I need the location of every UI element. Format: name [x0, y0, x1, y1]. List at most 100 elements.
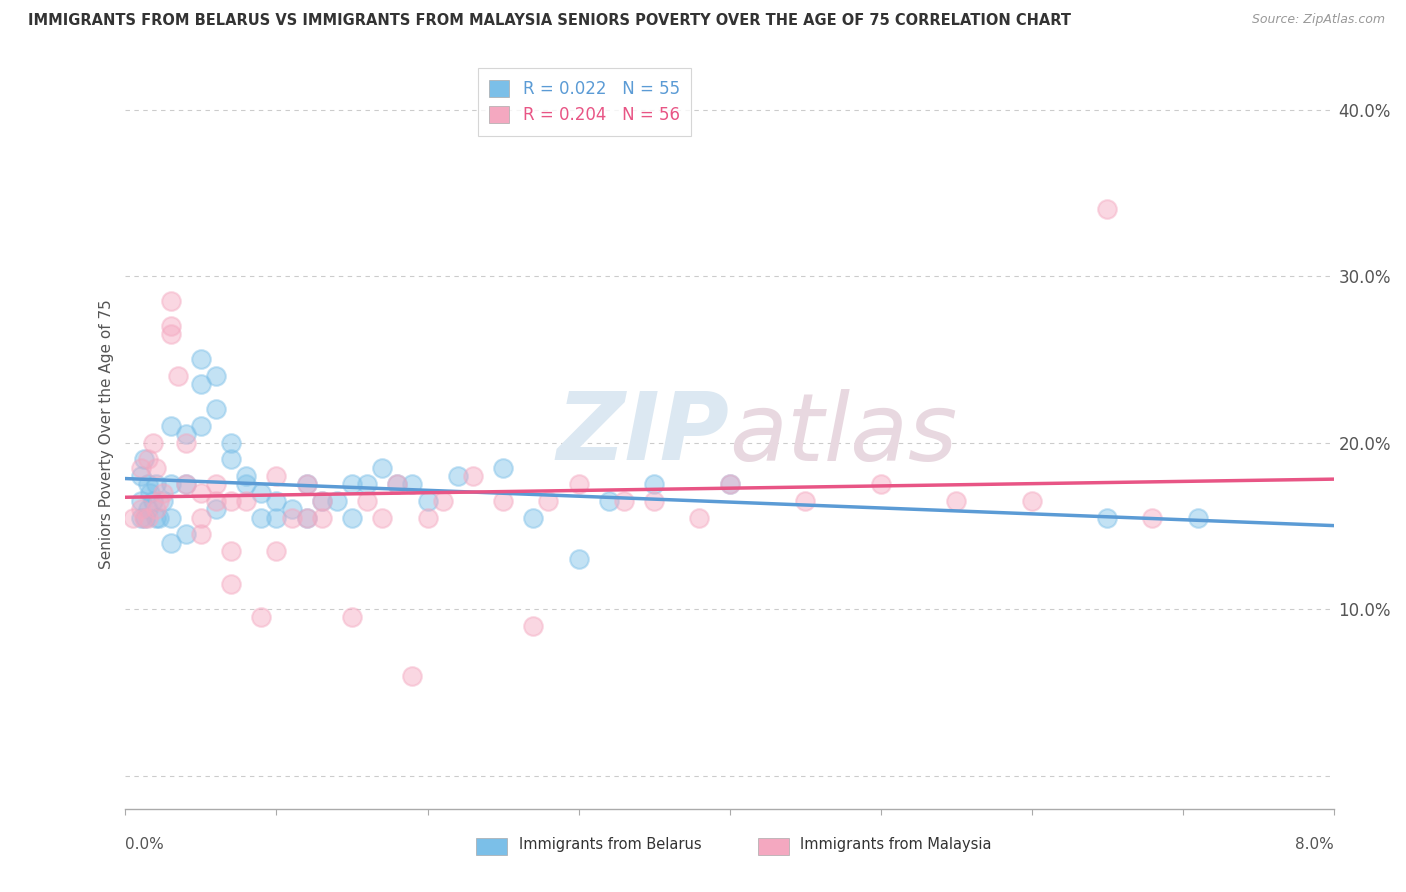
Point [132, 452, 155, 467]
Point [136, 510, 159, 524]
Point [132, 510, 155, 524]
Point [190, 510, 212, 524]
Point [174, 477, 197, 491]
Point [869, 477, 891, 491]
Point [129, 494, 152, 508]
Point [401, 669, 423, 683]
Point [159, 535, 181, 549]
Point [311, 494, 333, 508]
Point [190, 485, 212, 500]
Point [250, 510, 273, 524]
Point [190, 527, 212, 541]
Point [356, 494, 378, 508]
Point [295, 510, 318, 524]
Point [266, 469, 288, 483]
Point [371, 460, 394, 475]
Point [613, 494, 636, 508]
Point [167, 369, 190, 384]
Point [219, 544, 242, 558]
Point [205, 502, 228, 516]
Point [174, 477, 197, 491]
Point [152, 494, 174, 508]
Point [522, 619, 544, 633]
Point [136, 477, 159, 491]
Point [235, 477, 257, 491]
Point [340, 477, 363, 491]
Point [945, 494, 967, 508]
Legend: R = 0.022   N = 55, R = 0.204   N = 56: R = 0.022 N = 55, R = 0.204 N = 56 [478, 68, 692, 136]
Point [190, 377, 212, 392]
Point [794, 494, 817, 508]
Point [148, 494, 170, 508]
Point [205, 477, 228, 491]
Point [145, 477, 167, 491]
Point [447, 469, 470, 483]
Point [148, 510, 170, 524]
Text: ZIP: ZIP [557, 388, 730, 480]
Point [250, 485, 273, 500]
Text: Immigrants from Malaysia: Immigrants from Malaysia [800, 838, 991, 852]
Point [1021, 494, 1043, 508]
Point [159, 510, 181, 524]
Point [205, 402, 228, 417]
Point [643, 494, 665, 508]
Point [598, 494, 620, 508]
Point [145, 510, 167, 524]
Y-axis label: Seniors Poverty Over the Age of 75: Seniors Poverty Over the Age of 75 [100, 300, 114, 569]
Point [219, 577, 242, 591]
Point [145, 460, 167, 475]
Point [416, 510, 439, 524]
Point [174, 527, 197, 541]
Point [159, 327, 181, 342]
Point [295, 477, 318, 491]
Point [432, 494, 454, 508]
Point [567, 552, 589, 566]
Point [266, 510, 288, 524]
Point [567, 477, 589, 491]
Text: 8.0%: 8.0% [1295, 838, 1334, 852]
Point [129, 460, 152, 475]
Point [159, 477, 181, 491]
Point [266, 494, 288, 508]
Point [311, 494, 333, 508]
Point [461, 469, 484, 483]
Point [1095, 510, 1118, 524]
Point [1095, 202, 1118, 217]
Point [122, 510, 145, 524]
Point [416, 494, 439, 508]
Point [129, 502, 152, 516]
Point [205, 494, 228, 508]
Point [401, 477, 423, 491]
Point [295, 510, 318, 524]
Point [387, 477, 409, 491]
Point [1142, 510, 1164, 524]
Point [643, 477, 665, 491]
Point [159, 294, 181, 309]
Text: Source: ZipAtlas.com: Source: ZipAtlas.com [1251, 13, 1385, 27]
Point [219, 435, 242, 450]
Point [129, 510, 152, 524]
Point [688, 510, 710, 524]
Text: atlas: atlas [730, 389, 957, 480]
Point [522, 510, 544, 524]
Point [718, 477, 741, 491]
Point [1187, 510, 1209, 524]
Point [219, 452, 242, 467]
Point [159, 319, 181, 334]
Point [280, 510, 302, 524]
Point [250, 610, 273, 624]
Point [136, 502, 159, 516]
Point [356, 477, 378, 491]
Point [134, 510, 156, 524]
Text: IMMIGRANTS FROM BELARUS VS IMMIGRANTS FROM MALAYSIA SENIORS POVERTY OVER THE AGE: IMMIGRANTS FROM BELARUS VS IMMIGRANTS FR… [28, 13, 1071, 29]
Point [492, 494, 515, 508]
Point [235, 469, 257, 483]
Point [159, 419, 181, 434]
Point [136, 452, 159, 467]
Point [387, 477, 409, 491]
Text: 0.0%: 0.0% [125, 838, 165, 852]
Point [280, 502, 302, 516]
Point [219, 494, 242, 508]
Point [129, 469, 152, 483]
Point [311, 510, 333, 524]
